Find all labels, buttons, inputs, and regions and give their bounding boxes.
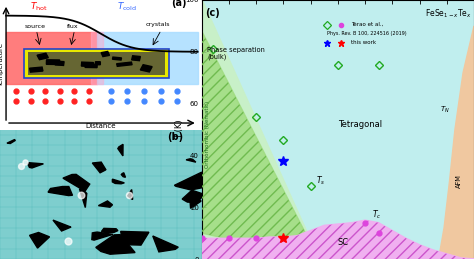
Polygon shape [153,236,178,252]
Text: $T_{\rm cold}$: $T_{\rm cold}$ [117,0,137,13]
Text: AFM: AFM [456,174,462,188]
Text: Distance: Distance [86,123,116,129]
Bar [140,65,152,72]
Polygon shape [112,179,124,184]
Bar [117,62,132,66]
Polygon shape [190,198,201,208]
Text: (a): (a) [172,0,187,9]
Polygon shape [63,174,90,191]
Polygon shape [96,235,135,254]
Polygon shape [101,228,118,233]
Text: Orthorhombic (Nematic): Orthorhombic (Nematic) [205,101,210,168]
Polygon shape [121,231,149,245]
Text: crystals: crystals [145,22,170,27]
Polygon shape [48,186,73,196]
Text: Terao et al.,: Terao et al., [351,22,384,27]
Bar [112,57,121,60]
Text: SC: SC [338,238,349,247]
Bar [95,62,100,65]
Bar [55,61,64,66]
Polygon shape [128,190,133,199]
Polygon shape [27,163,44,168]
Bar [29,67,43,72]
Polygon shape [186,159,196,162]
Text: Temperature: Temperature [0,43,4,87]
Text: this work: this work [351,40,376,45]
Polygon shape [53,220,71,231]
Text: $T_c$: $T_c$ [372,208,382,221]
Polygon shape [202,31,319,259]
Bar [101,52,109,56]
Text: $T_s$: $T_s$ [316,175,326,188]
Bar [28,52,165,75]
Bar [24,49,169,78]
Text: $T_{\rm hot}$: $T_{\rm hot}$ [30,0,48,13]
Polygon shape [174,172,211,190]
Bar [132,56,140,61]
Polygon shape [29,233,49,248]
Text: FeSe$_{1-x}$Te$_x$: FeSe$_{1-x}$Te$_x$ [425,8,471,20]
Polygon shape [7,140,15,143]
Bar [24,49,169,78]
Polygon shape [99,201,112,207]
Bar [6,32,97,84]
Polygon shape [182,190,204,203]
Y-axis label: T (K): T (K) [175,120,184,139]
Bar [37,53,48,60]
Polygon shape [118,144,123,156]
Text: Phase separation
(bulk): Phase separation (bulk) [207,47,265,60]
Polygon shape [80,189,87,207]
Polygon shape [92,162,106,173]
Bar [85,64,97,68]
Text: flux: flux [66,25,78,30]
Polygon shape [438,26,474,259]
Text: source: source [24,25,45,30]
Text: (c): (c) [205,8,220,18]
Bar [82,62,93,67]
Text: (b): (b) [167,132,183,142]
Polygon shape [92,232,113,240]
Polygon shape [121,173,126,177]
Text: Phys. Rev. B 100, 224516 (2019): Phys. Rev. B 100, 224516 (2019) [327,31,407,36]
Text: Tetragonal: Tetragonal [337,120,382,129]
Bar [91,32,103,84]
Text: $T_N$: $T_N$ [440,104,450,114]
Polygon shape [202,220,474,259]
Bar [46,60,60,64]
Polygon shape [202,0,319,259]
Bar [97,32,198,84]
